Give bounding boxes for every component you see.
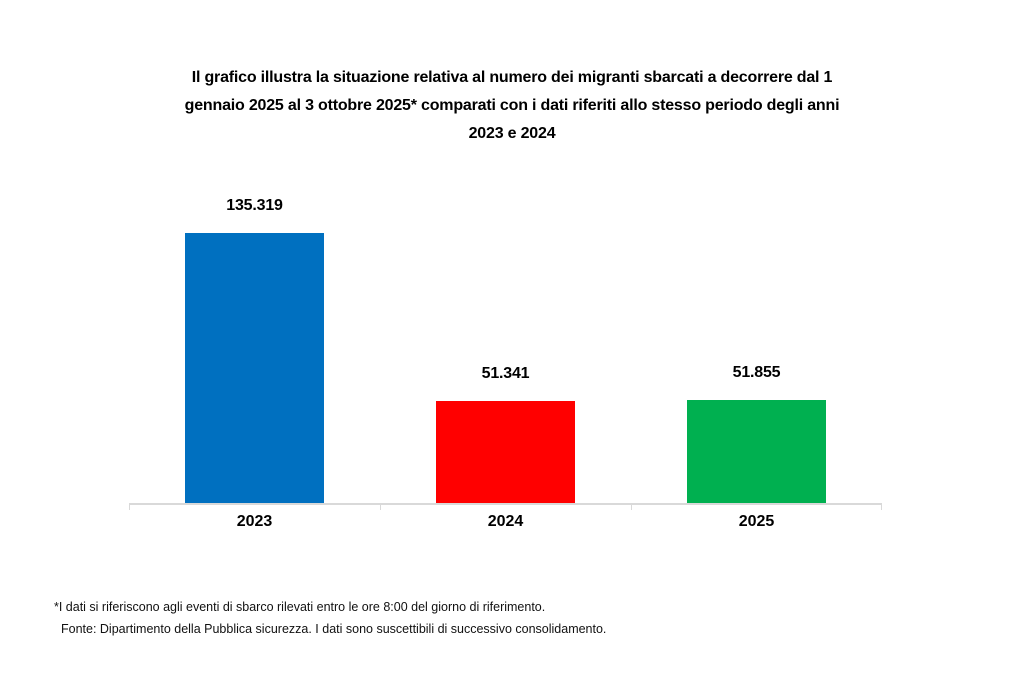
- chart-title-line-3: 2023 e 2024: [468, 125, 556, 142]
- footnote-source: Fonte: Dipartimento della Pubblica sicur…: [61, 622, 607, 636]
- x-axis-label-2023: 2023: [236, 513, 273, 530]
- bar-2025: [687, 400, 826, 503]
- plot-area: 135.319 51.341 51.855: [129, 190, 882, 503]
- bar-slot-2024: 51.341: [380, 190, 631, 503]
- chart-title-line-2: gennaio 2025 al 3 ottobre 2025* comparat…: [184, 97, 840, 114]
- value-label-2025: 51.855: [732, 364, 781, 381]
- x-axis-label-2024: 2024: [487, 513, 524, 530]
- x-axis-tick: [379, 505, 381, 510]
- value-label-2024: 51.341: [481, 365, 530, 382]
- bar-2024: [436, 401, 575, 503]
- value-label-2023: 135.319: [226, 197, 283, 214]
- x-axis-tick: [630, 505, 632, 510]
- bar-slot-2025: 51.855: [631, 190, 882, 503]
- x-axis-tick: [881, 505, 882, 510]
- bar-2023: [185, 233, 324, 503]
- bar-slot-2023: 135.319: [129, 190, 380, 503]
- x-axis-labels: 2023 2024 2025: [129, 513, 882, 531]
- x-axis-tick: [129, 505, 130, 510]
- x-axis-label-2025: 2025: [738, 513, 775, 530]
- chart-title-line-1: Il grafico illustra la situazione relati…: [191, 69, 833, 86]
- footnote-data-note: *I dati si riferiscono agli eventi di sb…: [54, 600, 546, 614]
- chart-title: Il grafico illustra la situazione relati…: [0, 64, 1024, 148]
- footnotes: *I dati si riferiscono agli eventi di sb…: [54, 596, 606, 640]
- x-axis-line: [129, 503, 882, 510]
